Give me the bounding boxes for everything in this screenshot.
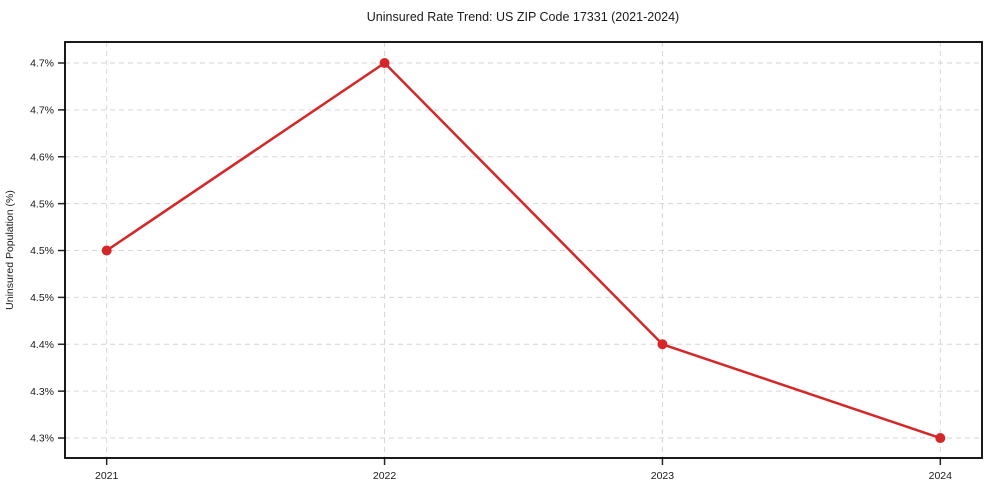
y-tick-label: 4.3% bbox=[30, 386, 54, 398]
trend-line bbox=[105, 61, 942, 440]
y-tick-label: 4.5% bbox=[30, 292, 54, 304]
x-tick-label: 2022 bbox=[373, 470, 397, 482]
y-tick-label: 4.4% bbox=[30, 339, 54, 351]
data-point bbox=[657, 339, 668, 350]
data-point bbox=[935, 433, 946, 444]
y-tick-label: 4.7% bbox=[30, 105, 54, 117]
x-tick-label: 2021 bbox=[95, 470, 119, 482]
plot-border bbox=[64, 41, 983, 459]
data-point bbox=[379, 58, 390, 69]
chart-title: Uninsured Rate Trend: US ZIP Code 17331 … bbox=[367, 10, 679, 24]
x-tick-label: 2023 bbox=[651, 470, 675, 482]
x-tick-label: 2024 bbox=[929, 470, 953, 482]
axis-ticks: 4.7% 4.7% 4.6% 4.5% 4.5% 4.5% 4.4% 4.3% 4.3% 2021… bbox=[30, 58, 952, 482]
gridlines bbox=[65, 42, 982, 458]
y-axis-label: Uninsured Population (%) bbox=[4, 190, 16, 310]
y-tick-label: 4.5% bbox=[30, 245, 54, 257]
y-tick-label: 4.5% bbox=[30, 198, 54, 210]
y-tick-label: 4.6% bbox=[30, 151, 54, 163]
y-tick-label: 4.7% bbox=[30, 58, 54, 70]
data-series bbox=[101, 58, 946, 444]
data-point bbox=[101, 245, 112, 256]
y-tick-label: 4.3% bbox=[30, 433, 54, 445]
